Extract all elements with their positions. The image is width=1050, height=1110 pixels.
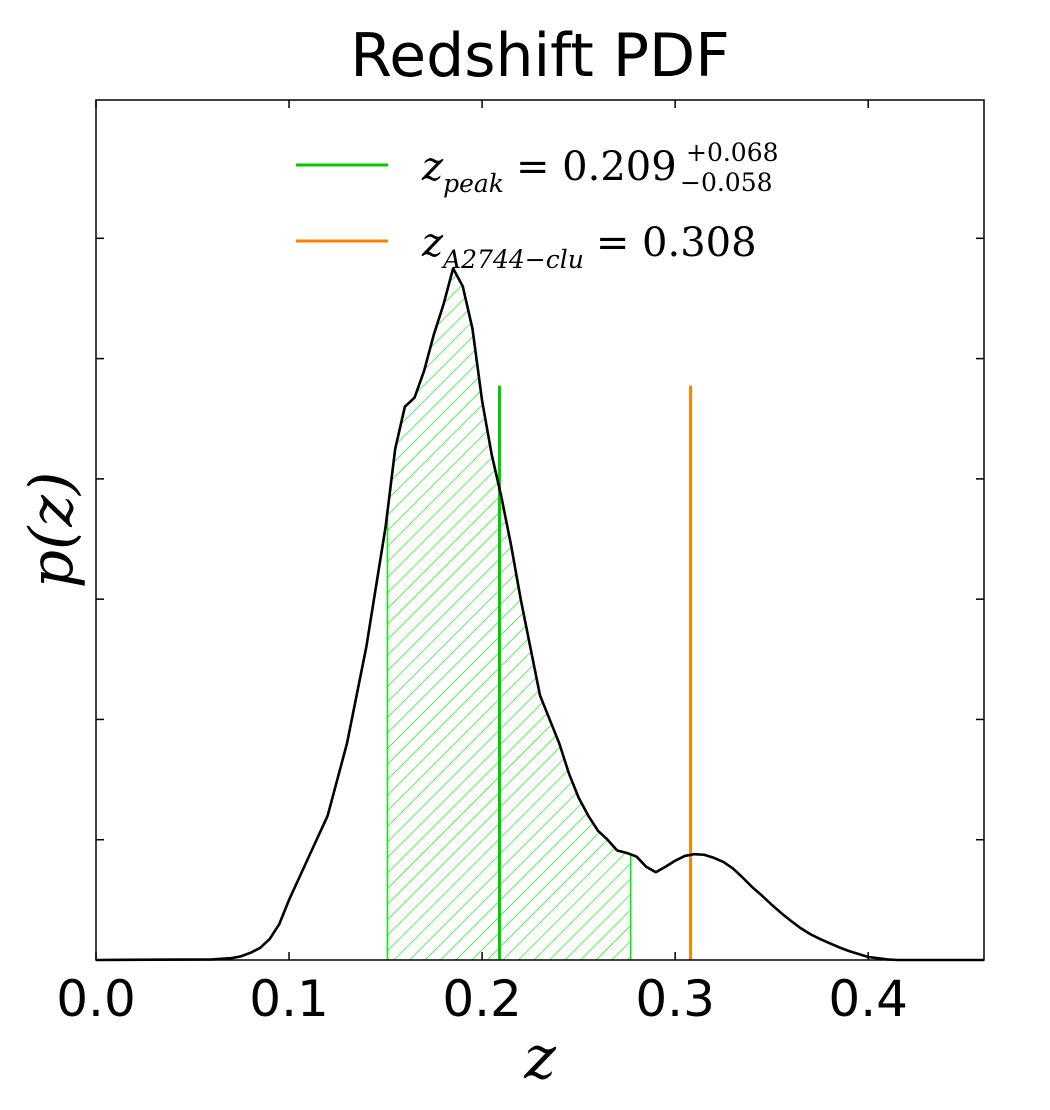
legend-peak-subscript: peak xyxy=(443,169,504,198)
legend-peak-lower-error: −0.058 xyxy=(680,168,773,197)
legend-peak-upper-error: +0.068 xyxy=(686,138,779,167)
x-tick-label: 0.3 xyxy=(635,970,715,1028)
x-axis-ticks: 0.0 0.1 0.2 0.3 0.4 xyxy=(56,100,908,1028)
y-axis-ticks xyxy=(96,237,984,961)
legend-peak-label: zpeak = 0.209 xyxy=(421,144,677,198)
legend-cluster-label: zA2744−clu = 0.308 xyxy=(421,220,757,274)
x-axis-label: z xyxy=(523,1023,556,1093)
shaded-interval-hatch xyxy=(387,268,631,960)
x-tick-label: 0.2 xyxy=(442,970,522,1028)
y-axis-label: p(z) xyxy=(17,472,87,589)
legend: zpeak = 0.209 +0.068 −0.058 zA2744−clu = 0… xyxy=(296,138,779,274)
legend-peak-value: = 0.209 xyxy=(516,144,677,190)
x-tick-label: 0.0 xyxy=(56,970,136,1028)
legend-cluster-subscript: A2744−clu xyxy=(441,245,584,274)
axes-frame xyxy=(95,99,985,961)
x-tick-label: 0.4 xyxy=(828,970,908,1028)
chart-title: Redshift PDF xyxy=(350,21,730,91)
pdf-curve xyxy=(95,267,984,962)
plot-area xyxy=(95,267,984,962)
legend-cluster-value: = 0.308 xyxy=(596,220,757,266)
legend-cluster-symbol: z xyxy=(421,220,444,266)
x-tick-label: 0.1 xyxy=(249,970,329,1028)
legend-peak-symbol: z xyxy=(421,144,444,190)
